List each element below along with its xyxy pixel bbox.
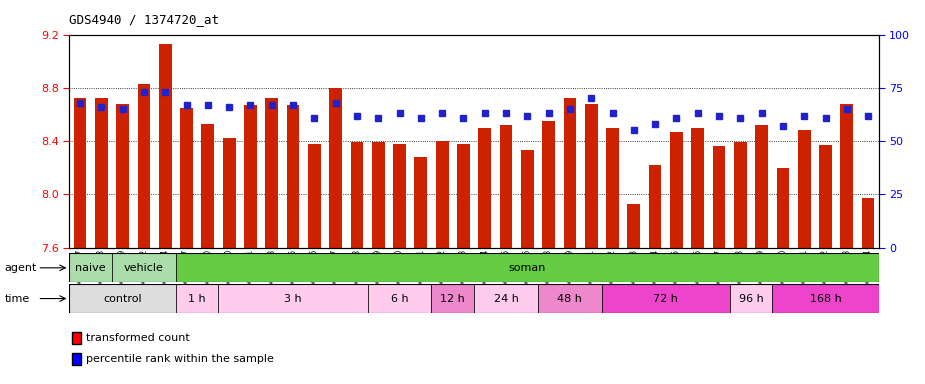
- Bar: [670, 132, 683, 248]
- Bar: [329, 88, 342, 248]
- Bar: [265, 99, 278, 248]
- Text: 96 h: 96 h: [738, 293, 763, 304]
- Bar: [602, 284, 730, 313]
- Bar: [308, 144, 321, 248]
- Text: 12 h: 12 h: [440, 293, 465, 304]
- Text: 1 h: 1 h: [189, 293, 206, 304]
- Bar: [691, 128, 704, 248]
- Bar: [606, 128, 619, 248]
- Bar: [500, 125, 512, 248]
- Bar: [159, 44, 172, 248]
- Text: agent: agent: [5, 263, 37, 273]
- Bar: [138, 84, 150, 248]
- Text: transformed count: transformed count: [86, 333, 190, 343]
- Bar: [521, 151, 534, 248]
- Bar: [180, 108, 193, 248]
- Bar: [820, 145, 832, 248]
- Text: 48 h: 48 h: [558, 293, 583, 304]
- Text: naive: naive: [75, 263, 106, 273]
- Bar: [218, 284, 367, 313]
- Bar: [776, 168, 789, 248]
- Text: soman: soman: [509, 263, 546, 273]
- Bar: [112, 253, 176, 282]
- Bar: [223, 139, 236, 248]
- Bar: [563, 99, 576, 248]
- Bar: [431, 284, 474, 313]
- Bar: [117, 104, 129, 248]
- Bar: [202, 124, 215, 248]
- Bar: [176, 284, 218, 313]
- Bar: [367, 284, 431, 313]
- Bar: [797, 131, 810, 248]
- Bar: [862, 199, 874, 248]
- Bar: [772, 284, 879, 313]
- Text: percentile rank within the sample: percentile rank within the sample: [86, 354, 274, 364]
- Bar: [627, 204, 640, 248]
- Text: 72 h: 72 h: [653, 293, 678, 304]
- Text: 3 h: 3 h: [284, 293, 302, 304]
- Text: time: time: [5, 294, 30, 304]
- Bar: [474, 284, 538, 313]
- Bar: [74, 99, 86, 248]
- Bar: [478, 128, 491, 248]
- Bar: [648, 165, 661, 248]
- Bar: [176, 253, 879, 282]
- Text: vehicle: vehicle: [124, 263, 164, 273]
- Bar: [393, 144, 406, 248]
- Bar: [69, 284, 176, 313]
- Bar: [351, 142, 364, 248]
- Bar: [712, 146, 725, 248]
- Text: GDS4940 / 1374720_at: GDS4940 / 1374720_at: [69, 13, 219, 26]
- Bar: [372, 142, 385, 248]
- Bar: [95, 99, 107, 248]
- Bar: [542, 121, 555, 248]
- Bar: [841, 104, 853, 248]
- Bar: [585, 104, 598, 248]
- Bar: [287, 105, 300, 248]
- Bar: [414, 157, 427, 248]
- Bar: [457, 144, 470, 248]
- Bar: [69, 253, 112, 282]
- Text: 24 h: 24 h: [494, 293, 518, 304]
- Bar: [734, 142, 746, 248]
- Text: 168 h: 168 h: [809, 293, 842, 304]
- Text: 6 h: 6 h: [390, 293, 408, 304]
- Bar: [538, 284, 602, 313]
- Bar: [244, 105, 257, 248]
- Text: control: control: [104, 293, 142, 304]
- Bar: [755, 125, 768, 248]
- Bar: [730, 284, 772, 313]
- Bar: [436, 141, 449, 248]
